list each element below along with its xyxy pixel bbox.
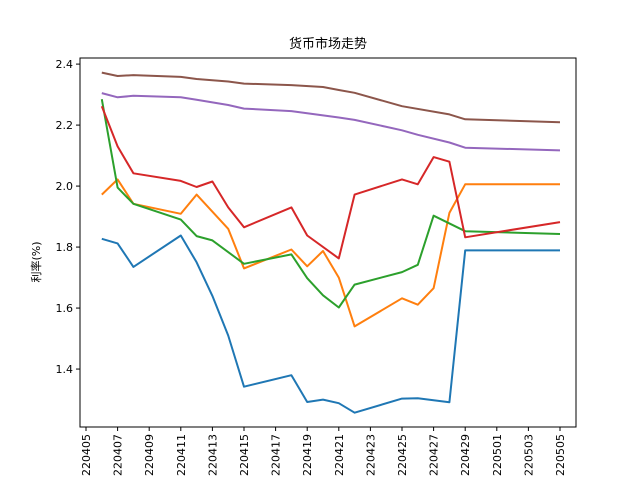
y-tick-label: 1.4: [56, 363, 74, 376]
x-tick-label: 220501: [491, 434, 504, 476]
series-line-3: [100, 99, 561, 309]
x-tick-label: 220407: [112, 434, 125, 476]
y-axis: 1.4 1.6 1.8 2.0 2.2 2.4: [56, 58, 80, 376]
x-axis: 220405 220407 220409 220411 220413 220415 2204…: [80, 427, 567, 476]
plot-frame: [79, 57, 577, 428]
x-tick-label: 220417: [270, 434, 283, 476]
x-tick-label: 220427: [428, 434, 441, 476]
x-tick-label: 220413: [206, 434, 219, 476]
y-tick-label: 1.8: [56, 241, 74, 254]
x-tick-label: 220405: [80, 434, 93, 476]
x-tick-label: 220425: [396, 434, 409, 476]
x-tick-label: 220503: [522, 434, 535, 476]
x-tick-label: 220505: [554, 434, 567, 476]
y-tick-label: 2.2: [56, 119, 74, 132]
series-line-5: [101, 92, 561, 152]
series-line-1: [101, 234, 560, 414]
x-tick-label: 220419: [301, 434, 314, 476]
series-line-2: [101, 178, 560, 328]
x-tick-label: 220421: [333, 434, 346, 476]
x-tick-label: 220411: [175, 434, 188, 476]
series-line-6: [101, 71, 561, 124]
x-tick-label: 220415: [238, 434, 251, 476]
x-tick-label: 220429: [459, 434, 472, 476]
chart-title: 货币市场走势: [289, 36, 367, 52]
y-tick-label: 2.0: [56, 180, 74, 193]
x-tick-label: 220409: [143, 434, 156, 476]
x-tick-label: 220423: [364, 434, 377, 476]
y-tick-label: 2.4: [56, 58, 74, 71]
series-layer: [100, 71, 561, 414]
y-tick-label: 1.6: [56, 302, 74, 315]
y-axis-label: 利率(%): [29, 241, 43, 282]
series-line-4: [100, 105, 561, 260]
